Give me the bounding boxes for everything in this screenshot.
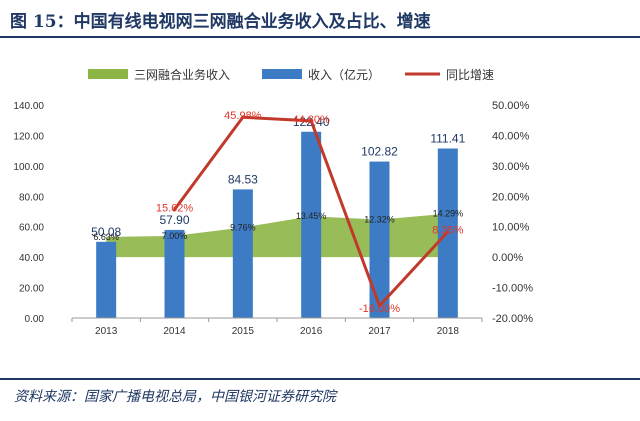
growth-point	[309, 119, 313, 123]
revenue-bar	[164, 229, 185, 318]
y-right-tick-label: 30.00%	[492, 161, 530, 173]
legend-swatch-area	[88, 69, 128, 79]
growth-point	[378, 304, 381, 308]
legend-label-bar: 收入（亿元）	[308, 67, 380, 82]
growth-point	[446, 230, 450, 234]
source-note: 资料来源：国家广播电视总局，中国银河证券研究院	[14, 389, 336, 405]
x-tick-label: 2014	[163, 326, 186, 337]
growth-value-label: 8.35%	[432, 225, 463, 237]
growth-value-label: -16.00%	[359, 303, 400, 315]
growth-value-label: 15.62%	[156, 203, 194, 215]
y-left-tick-label: 20.00	[19, 284, 44, 295]
x-tick-label: 2015	[232, 326, 255, 337]
y-left-tick-label: 60.00	[19, 223, 44, 234]
y-left-tick-label: 100.00	[13, 162, 44, 173]
y-right-tick-label: 0.00%	[492, 252, 523, 264]
share-value-label: 14.29%	[433, 209, 464, 219]
figure-header: 图 15：中国有线电视网三网融合业务收入及占比、增速	[0, 0, 640, 38]
y-right-tick-label: 10.00%	[492, 222, 530, 234]
revenue-bar	[232, 189, 253, 318]
y-left-tick-label: 140.00	[13, 101, 44, 112]
x-tick-label: 2016	[300, 326, 323, 337]
share-value-label: 6.63%	[93, 232, 119, 242]
share-value-label: 12.32%	[364, 215, 395, 225]
bar-value-label: 102.82	[361, 145, 398, 159]
growth-value-label: 44.80%	[293, 114, 331, 126]
share-value-label: 9.76%	[230, 222, 256, 232]
bar-value-label: 50.08	[91, 225, 121, 239]
y-right-tick-label: 40.00%	[492, 130, 530, 142]
revenue-bar	[369, 161, 390, 318]
revenue-bar	[96, 241, 117, 318]
x-tick-label: 2018	[437, 326, 460, 337]
y-left-tick-label: 80.00	[19, 192, 44, 203]
figure-title: 图 15：中国有线电视网三网融合业务收入及占比、增速	[10, 12, 431, 32]
share-area	[106, 213, 448, 258]
y-right-tick-label: 50.00%	[492, 100, 530, 112]
legend-swatch-bar	[262, 69, 302, 79]
y-left-tick-label: 40.00	[19, 253, 44, 264]
share-value-label: 13.45%	[296, 211, 327, 221]
growth-point	[173, 208, 176, 212]
x-tick-label: 2013	[95, 326, 118, 337]
x-tick-label: 2017	[368, 326, 391, 337]
y-right-tick-label: -10.00%	[492, 283, 533, 295]
chart: 三网融合业务收入 收入（亿元） 同比增速 0.00 20.00 40.00 60.00 80.…	[13, 67, 533, 337]
y-left-tick-label: 0.00	[25, 314, 45, 325]
growth-value-label: 45.98%	[224, 110, 262, 122]
legend-label-line: 同比增速	[446, 68, 494, 82]
bar-value-label: 57.90	[159, 213, 189, 227]
y-right-tick-label: -20.00%	[492, 313, 533, 325]
revenue-bar	[301, 131, 322, 318]
share-value-label: 7.00%	[162, 231, 188, 241]
footer-divider	[0, 378, 640, 380]
growth-point	[241, 115, 245, 119]
legend-label-area: 三网融合业务收入	[134, 67, 230, 82]
bar-value-label: 111.41	[430, 131, 465, 145]
y-left-tick-label: 120.00	[13, 131, 44, 142]
y-right-tick-label: 20.00%	[492, 191, 530, 203]
bar-value-label: 84.53	[228, 172, 258, 186]
